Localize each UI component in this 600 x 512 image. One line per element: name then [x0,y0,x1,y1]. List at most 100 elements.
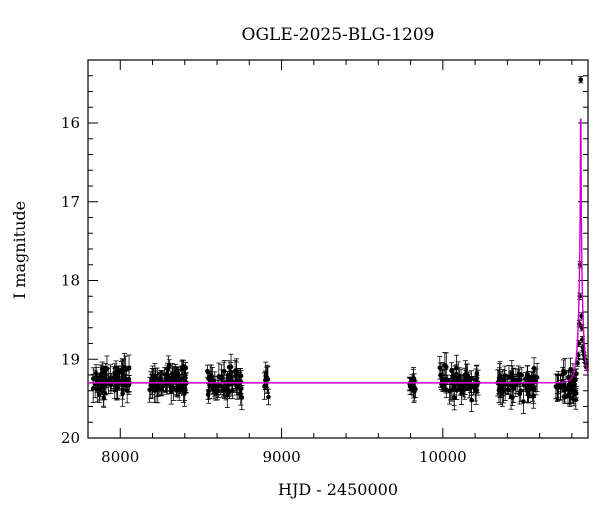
data-point [119,381,124,386]
y-tick-label: 20 [61,429,80,447]
y-axis-label: I magnitude [10,201,29,299]
data-point [440,376,445,382]
data-point [91,376,96,382]
data-point [219,373,225,379]
data-point [411,378,417,383]
data-point [437,365,443,371]
data-point [205,368,210,374]
y-tick-label: 18 [61,272,80,290]
data-point [104,366,110,371]
data-point [108,375,113,381]
data-point [459,391,464,396]
data-point [443,364,449,370]
data-point [165,366,170,371]
data-point [206,375,212,381]
data-point [238,373,244,379]
data-point [96,392,102,397]
model-curve [88,118,589,384]
data-point [451,395,457,401]
data-point [169,378,175,383]
data-point [176,387,182,392]
data-point [457,377,462,382]
data-point [577,293,583,299]
data-point [102,369,107,375]
data-point [221,369,227,374]
y-tick-label: 19 [61,350,80,368]
data-point [508,382,514,388]
data-point [513,382,519,388]
data-point [206,388,211,394]
data-point [521,399,526,404]
data-point [165,375,170,381]
data-point [448,387,453,393]
data-point [561,368,566,374]
data-point [112,373,118,378]
data-point [126,365,132,371]
x-tick-label: 9000 [262,448,300,466]
data-point [263,373,269,379]
data-point [474,371,480,376]
data-point [515,378,521,383]
data-point [221,386,226,392]
data-point [517,391,523,397]
data-point [173,369,178,375]
data-point [225,392,230,398]
data-point [511,386,517,391]
data-point [561,383,567,388]
data-point [162,372,167,377]
data-point [571,390,577,395]
data-points [90,76,589,415]
data-point [578,77,584,82]
x-axis: 8000 9000 10000 [101,60,573,466]
data-point [525,392,531,397]
data-point [228,373,233,378]
data-point [228,364,234,370]
data-point [554,385,560,391]
data-point [148,382,154,388]
data-point [449,368,454,374]
data-point [154,376,160,382]
data-point [519,372,525,378]
data-point [182,390,187,396]
data-point [168,388,174,394]
data-point [238,393,243,399]
data-point [93,371,99,376]
data-point [531,374,537,379]
data-point [566,382,572,387]
x-axis-label: HJD - 2450000 [278,480,398,499]
data-point [215,388,221,393]
x-tick-label: 10000 [419,448,467,466]
data-point [180,365,185,370]
data-point [508,374,514,379]
data-point [115,376,120,382]
data-point [496,387,502,393]
data-point [502,387,508,393]
data-point [234,384,240,390]
x-tick-label: 8000 [101,448,139,466]
model-line [88,118,589,384]
data-point [124,388,130,394]
data-point [438,372,443,378]
data-point [179,382,185,388]
data-point [411,388,417,393]
data-point [561,394,567,400]
data-point [521,382,527,388]
y-tick-label: 16 [61,114,80,132]
data-point [473,382,478,388]
data-point [509,370,515,376]
data-point [573,377,578,383]
data-point [120,391,125,396]
data-point [469,397,474,403]
y-tick-label: 17 [61,193,80,211]
data-point [465,374,470,380]
data-point [565,392,571,398]
data-point [205,392,211,397]
data-point [102,390,108,396]
data-point [573,397,579,403]
data-point [101,373,107,378]
chart-title: OGLE-2025-BLG-1209 [242,25,435,45]
data-point [266,394,271,400]
y-axis: 16 17 18 19 20 [61,59,588,447]
data-point [526,384,532,389]
